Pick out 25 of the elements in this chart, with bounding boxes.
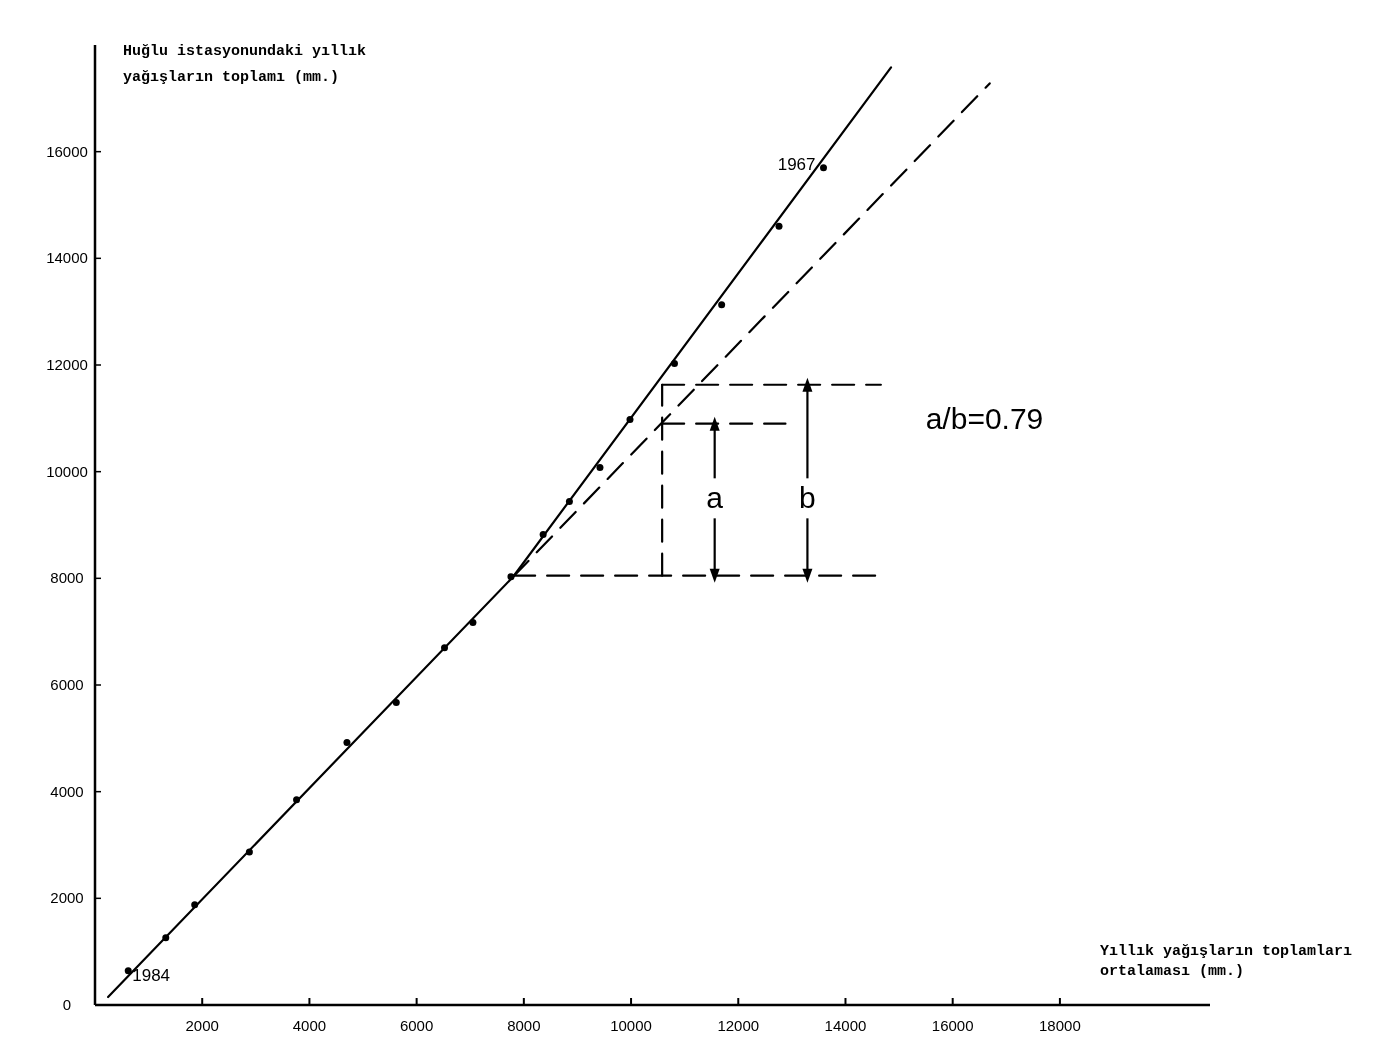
y-tick-label: 4000 [50, 782, 84, 800]
x-tick-label: 16000 [931, 1017, 974, 1034]
y-tick-label: 6000 [50, 676, 84, 693]
y-tick-label: 16000 [46, 142, 88, 160]
y-tick-label: 2000 [50, 889, 84, 907]
annotation: 1984 [132, 965, 171, 985]
x-tick-label: 2000 [185, 1017, 219, 1034]
y-axis-title: Huğlu istasyonundaki yıllık yağışların toplamı (mm.) [123, 43, 367, 86]
x-tick-label: 6000 [399, 1017, 434, 1034]
x-tick-label: 8000 [507, 1017, 541, 1034]
x-tick-label: 4000 [292, 1017, 327, 1034]
x-tick-label: 14000 [824, 1017, 867, 1034]
y-tick-label: 8000 [50, 569, 84, 587]
y-tick-label: 14000 [46, 249, 88, 267]
x-tick-label: 12000 [717, 1017, 760, 1034]
annotation: 1967 [777, 154, 816, 174]
x-tick-label: 18000 [1039, 1017, 1081, 1034]
y-tick-label: 12000 [46, 356, 88, 373]
x-axis-title: Yıllık yağışların toplamları ortalaması (mm.) [1100, 943, 1353, 980]
x-tick-label: 10000 [610, 1017, 652, 1034]
y-tick-label: 0 [62, 996, 72, 1013]
annotation: a/b=0.79 [925, 402, 1044, 435]
annotation: b [799, 481, 816, 515]
annotation: a [706, 481, 724, 515]
y-tick-label: 10000 [46, 462, 88, 480]
